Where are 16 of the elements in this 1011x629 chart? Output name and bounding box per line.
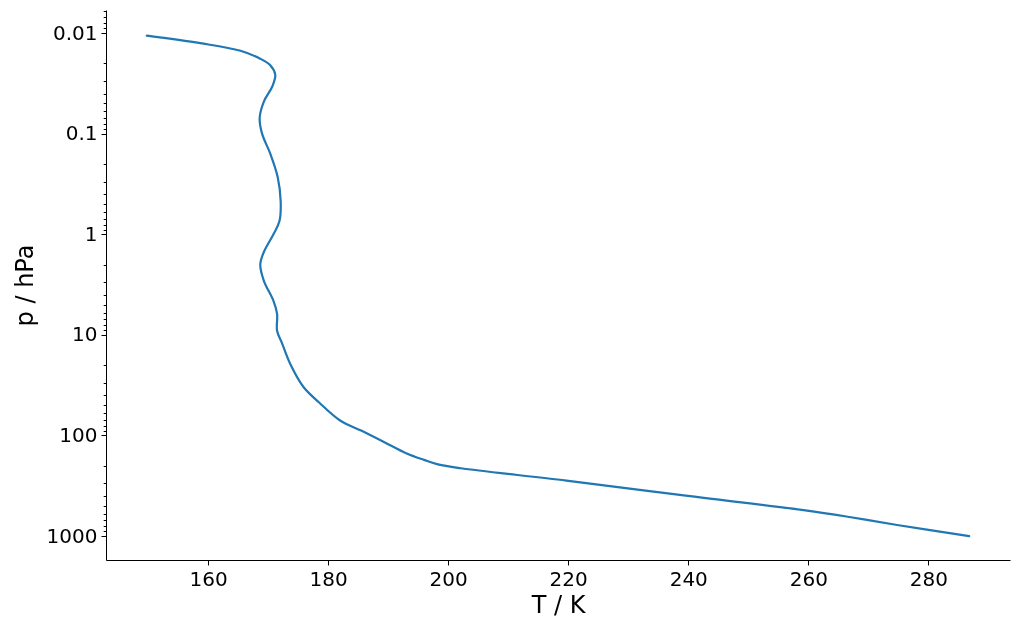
x-tick-label: 260 [789,566,828,591]
y-axis-title: p / hPa [10,244,39,327]
y-tick-label: 1000 [46,523,98,548]
y-tick-label: 0.01 [52,20,98,45]
x-tick-label: 220 [549,566,588,591]
line-series [145,34,971,538]
y-tick-label: 1 [84,221,98,246]
x-tick-label: 280 [909,566,948,591]
x-tick-label: 160 [189,566,228,591]
y-tick-label: 10 [72,322,98,347]
y-tick-label: 0.1 [65,121,98,146]
x-axis-title: T / K [530,590,587,619]
x-tick-label: 240 [669,566,708,591]
x-tick-label: 180 [309,566,348,591]
y-tick-label: 100 [59,422,98,447]
x-tick-label: 200 [429,566,468,591]
